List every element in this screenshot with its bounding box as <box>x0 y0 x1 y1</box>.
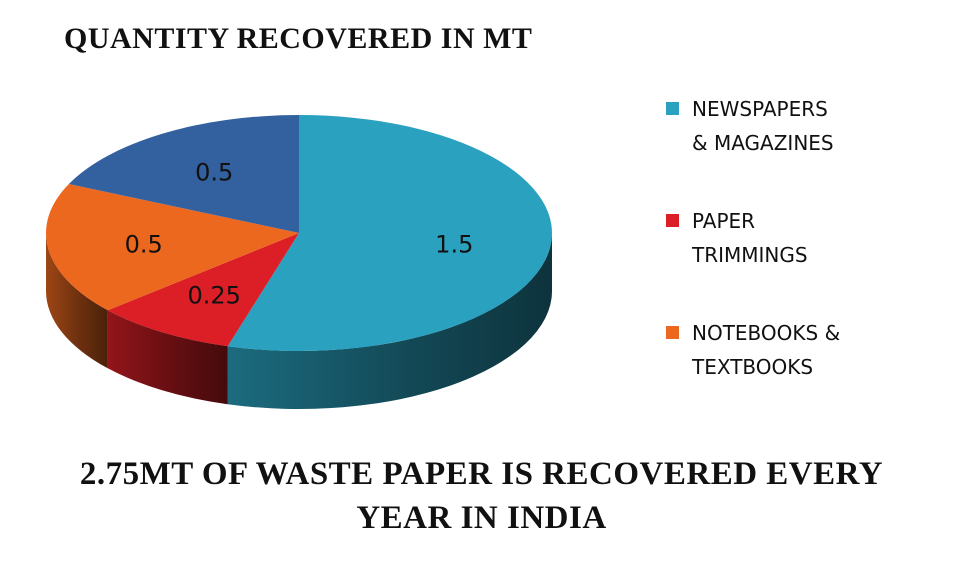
slice-value-label-paper-trimmings: 0.25 <box>187 282 240 310</box>
pie-side-shading-newspapers <box>227 233 552 410</box>
pie-slice-other <box>68 115 300 233</box>
slice-value-label-newspapers: 1.5 <box>435 230 473 258</box>
legend-item-newspapers: NEWSPAPERS & MAGAZINES <box>666 92 896 204</box>
footer-caption: 2.75MT OF WASTE PAPER IS RECOVERED EVERY… <box>0 452 963 540</box>
pie-slice-paper-trimmings <box>107 233 300 347</box>
legend-label-paper-trimmings-line2: TRIMMINGS <box>692 243 808 267</box>
legend-swatch-notebooks <box>666 326 679 339</box>
legend-item-notebooks: NOTEBOOKS & TEXTBOOKS <box>666 316 896 428</box>
legend-label-notebooks-line2: TEXTBOOKS <box>692 355 814 379</box>
legend-item-paper-trimmings: PAPER TRIMMINGS <box>666 204 896 316</box>
legend-label-newspapers-line2: & MAGAZINES <box>692 131 834 155</box>
legend: NEWSPAPERS & MAGAZINES PAPER TRIMMINGS N… <box>666 92 896 428</box>
pie-slice-notebooks <box>45 183 299 311</box>
pie-side-shading-notebooks <box>46 233 108 369</box>
pie-slice-newspapers <box>227 115 552 351</box>
legend-label-paper-trimmings-line1: PAPER <box>692 209 756 233</box>
legend-label-notebooks-line1: NOTEBOOKS & <box>692 321 841 345</box>
footer-line-1: 2.75MT OF WASTE PAPER IS RECOVERED EVERY <box>79 456 884 492</box>
pie-side-shading-paper-trimmings <box>107 310 228 405</box>
legend-label-newspapers-line1: NEWSPAPERS <box>692 97 828 121</box>
slice-value-label-other: 0.5 <box>195 158 233 186</box>
slice-value-label-notebooks: 0.5 <box>125 230 163 258</box>
chart-title: QUANTITY RECOVERED IN MT <box>64 22 533 55</box>
legend-swatch-newspapers <box>666 102 679 115</box>
legend-swatch-paper-trimmings <box>666 214 679 227</box>
footer-line-2: YEAR IN INDIA <box>356 500 607 536</box>
